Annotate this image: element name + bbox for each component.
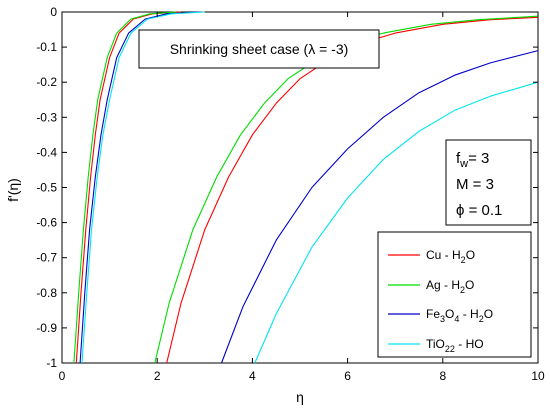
x-tick-label: 4 <box>249 369 256 383</box>
param-phi: ϕ = 0.1 <box>456 202 502 219</box>
series-line-3-branch-1 <box>254 81 539 364</box>
series-line-1-branch-0 <box>73 11 177 364</box>
x-tick-label: 2 <box>154 369 161 383</box>
param-fw-subscript: w <box>459 158 468 170</box>
y-tick-label: -0.5 <box>36 181 57 195</box>
series-line-0-branch-1 <box>166 16 539 364</box>
param-fw: fw= 3 <box>456 150 489 170</box>
y-tick-label: -0.9 <box>36 321 57 335</box>
y-tick-label: -0.4 <box>36 145 57 159</box>
axis-ticks: 0 2 4 6 8 10 0 -0.1 -0.2 -0.3 -0.4 -0.5 -0.6 -0.7 -0.8… <box>36 5 545 383</box>
y-tick-label: -0.3 <box>36 110 57 124</box>
x-tick-label: 10 <box>531 369 545 383</box>
curves <box>73 11 539 364</box>
legend-entry-3: TiO22 - HO <box>426 337 484 354</box>
x-tick-label: 0 <box>59 369 66 383</box>
x-axis-label: η <box>296 389 304 405</box>
series-line-3-branch-0 <box>81 11 205 364</box>
series-line-2-branch-1 <box>220 50 539 364</box>
chart-title: Shrinking sheet case (λ = -3) <box>170 41 349 57</box>
parameter-box: fw= 3 M = 3 ϕ = 0.1 <box>445 139 532 226</box>
y-tick-label: -0.6 <box>36 216 57 230</box>
y-tick-label: -0.7 <box>36 251 57 265</box>
legend-entry-0: Cu - H2O <box>426 248 475 265</box>
param-fw-symbol: f <box>456 150 461 167</box>
y-tick-label: -0.2 <box>36 75 57 89</box>
legend: Cu - H2O Ag - H2O Fe3O4 - H2O TiO22 - HO <box>377 231 532 358</box>
x-tick-label: 6 <box>344 369 351 383</box>
legend-entry-1: Ag - H2O <box>426 278 474 295</box>
legend-entry-2: Fe3O4 - H2O <box>426 307 493 324</box>
series-line-1-branch-1 <box>154 15 539 364</box>
y-tick-label: -1 <box>46 356 57 370</box>
title-box: Shrinking sheet case (λ = -3) <box>138 29 380 69</box>
y-axis-label: f'(η) <box>5 178 21 202</box>
y-tick-label: -0.8 <box>36 286 57 300</box>
y-tick-label: 0 <box>50 5 57 19</box>
series-line-2-branch-0 <box>79 11 201 364</box>
param-m: M = 3 <box>456 176 494 193</box>
param-fw-value: = 3 <box>468 150 489 167</box>
y-tick-label: -0.1 <box>36 40 57 54</box>
x-tick-label: 8 <box>439 369 446 383</box>
series-line-0-branch-0 <box>75 11 182 364</box>
legend-items: Cu - H2O Ag - H2O Fe3O4 - H2O TiO22 - HO <box>388 248 493 354</box>
